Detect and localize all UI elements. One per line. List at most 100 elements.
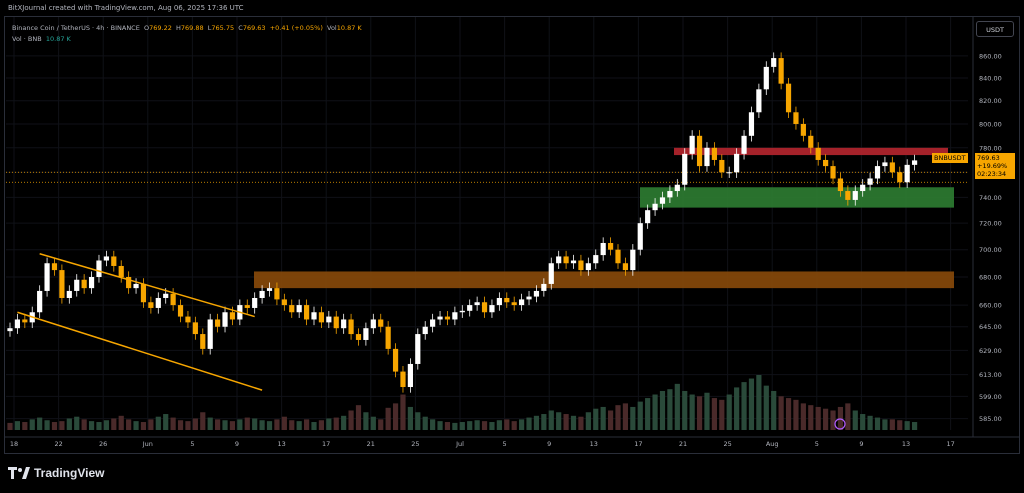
candle-body — [845, 191, 851, 200]
volume-bar — [533, 415, 540, 430]
candle-body — [407, 363, 413, 388]
volume-legend-value: 10.87 K — [45, 35, 71, 43]
candle-body — [289, 305, 295, 313]
candle-body — [756, 89, 762, 113]
candle-body — [355, 334, 362, 340]
volume-bar — [163, 414, 169, 430]
currency-button[interactable]: USDT — [976, 21, 1014, 37]
candle-body — [44, 263, 50, 291]
volume-bar — [511, 421, 517, 430]
candle-body — [281, 299, 287, 306]
candle-body — [452, 312, 458, 320]
x-tick-label: 22 — [54, 440, 62, 448]
candle-body — [496, 297, 502, 306]
x-tick-label: 13 — [590, 440, 598, 448]
y-tick-label: 840.00 — [979, 75, 1002, 83]
tradingview-logo[interactable]: TradingView — [8, 466, 104, 480]
price-chart[interactable]: 585.00 599.00 613.00 629.00 645.00 660.00 680.… — [0, 0, 1024, 454]
volume-bar — [170, 417, 176, 430]
volume-bar — [37, 417, 43, 430]
volume-bar — [489, 422, 495, 430]
candle-body — [311, 312, 317, 320]
candle-body — [667, 191, 673, 198]
volume-bar — [7, 422, 13, 430]
volume-bar — [96, 422, 102, 430]
volume-bar — [185, 421, 191, 430]
candle-body — [489, 305, 495, 313]
volume-bar — [200, 412, 206, 430]
candle-body — [74, 279, 80, 291]
legend-h-label: H — [175, 24, 181, 32]
x-tick-label: 21 — [679, 440, 687, 448]
candle-body — [911, 160, 918, 165]
candle-body — [674, 184, 680, 192]
candle-body — [59, 270, 65, 298]
y-tick-label: 800.00 — [979, 120, 1002, 128]
candle-body — [793, 112, 799, 124]
volume-bar — [437, 421, 443, 430]
volume-bar — [622, 403, 629, 430]
legend-symbol[interactable]: Binance Coin / TetherUS · 4h · BINANCE — [12, 24, 140, 32]
volume-bar — [763, 385, 769, 430]
zone-demand — [254, 271, 954, 289]
volume-bar — [578, 416, 584, 430]
candle-body — [622, 263, 629, 271]
volume-legend-label[interactable]: Vol · BNB — [12, 35, 42, 43]
candle-body — [333, 316, 339, 329]
tradingview-logo-text: TradingView — [34, 466, 105, 480]
volume-bar — [207, 417, 213, 430]
candle-body — [170, 293, 176, 306]
volume-bar — [711, 398, 717, 430]
candle-body — [444, 316, 451, 320]
volume-bar — [519, 419, 525, 430]
volume-bar — [793, 399, 799, 430]
volume-bar — [904, 421, 910, 430]
candle-body — [481, 302, 488, 313]
candle-body — [177, 305, 184, 317]
replay-icon[interactable] — [834, 418, 846, 430]
volume-bar — [734, 387, 740, 430]
candle-body — [326, 316, 332, 323]
candle-body — [585, 263, 591, 271]
candle-body — [341, 319, 347, 329]
candle-body — [148, 302, 154, 308]
candle-body — [570, 260, 577, 264]
volume-bar — [422, 416, 428, 430]
candle-body — [66, 290, 72, 298]
candle-body — [96, 260, 102, 277]
candle-body — [22, 319, 28, 323]
last-price-tag: 769.63 +19.69% 02:23:34 — [975, 153, 1015, 179]
candle-body — [200, 334, 206, 349]
volume-bar — [44, 420, 50, 430]
x-tick-label: Jul — [455, 440, 464, 448]
volume-bar — [326, 418, 332, 430]
channel-line-lower — [17, 311, 263, 391]
x-tick-label: 13 — [902, 440, 910, 448]
volume-bar — [103, 420, 109, 430]
candle-body — [548, 263, 554, 284]
candle-body — [437, 316, 443, 320]
volume-bar — [266, 421, 273, 430]
volume-bar — [689, 394, 695, 430]
volume-bar — [674, 383, 680, 430]
candle-body — [526, 296, 532, 300]
candle-body — [363, 328, 369, 340]
volume-bar — [289, 420, 295, 430]
volume-bar — [652, 394, 658, 430]
x-tick-label: 21 — [367, 440, 375, 448]
candle-body — [163, 293, 169, 298]
volume-bar — [696, 396, 703, 430]
volume-bar — [88, 421, 95, 430]
volume-bar — [318, 420, 325, 430]
volume-bar — [333, 417, 339, 430]
candle-body — [244, 305, 250, 308]
volume-bar — [882, 419, 888, 430]
volume-bar — [215, 419, 221, 430]
candle-body — [111, 256, 117, 266]
candle-body — [222, 312, 228, 327]
legend-change: +0.41 (+0.05%) — [269, 24, 323, 32]
legend-l-label: L — [207, 24, 212, 32]
volume-bar — [118, 415, 124, 430]
chart-credit: BitXJournal created with TradingView.com… — [0, 0, 1024, 16]
volume-bar — [303, 419, 310, 430]
